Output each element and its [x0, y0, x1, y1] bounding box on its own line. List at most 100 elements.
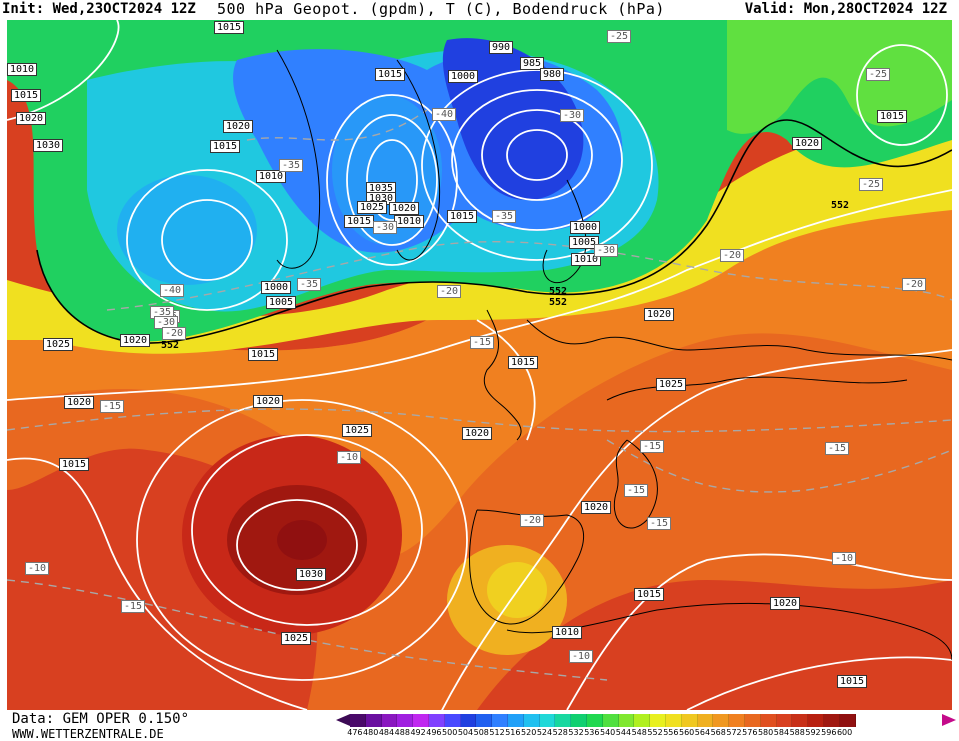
- colorbar-tick: 512: [489, 728, 505, 737]
- temp-label: -25: [607, 30, 632, 43]
- temp-label: -30: [373, 221, 398, 234]
- colorbar-tick: 532: [568, 728, 584, 737]
- colorbar-tick: 540: [600, 728, 616, 737]
- temp-label: -35: [279, 159, 304, 172]
- colorbar-tick: 596: [821, 728, 837, 737]
- colorbar-swatch: [460, 714, 477, 727]
- pressure-label: 1025: [342, 424, 373, 437]
- colorbar-swatch: [586, 714, 603, 727]
- valid-time: Valid: Mon,28OCT2024 12Z: [744, 1, 947, 17]
- temp-label: -15: [100, 400, 125, 413]
- colorbar-tick: 564: [694, 728, 711, 737]
- pressure-label: 1015: [375, 68, 406, 81]
- colorbar-tick: 520: [521, 728, 537, 737]
- pressure-label: 980: [540, 68, 565, 81]
- temp-label: -25: [866, 68, 891, 81]
- colorbar-swatch: [776, 714, 793, 727]
- pressure-label: 1015: [344, 215, 375, 228]
- colorbar-tick: 480: [363, 728, 379, 737]
- colorbar-swatch: [681, 714, 698, 727]
- pressure-label: 1015: [634, 588, 665, 601]
- colorbar-tick: 576: [742, 728, 758, 737]
- pressure-label: 1010: [394, 215, 425, 228]
- temp-label: -15: [640, 440, 665, 453]
- colorbar-swatch: [350, 714, 366, 727]
- colorbar-tick: 504: [457, 728, 474, 737]
- pressure-label: 1015: [447, 210, 478, 223]
- pressure-label: 1025: [357, 201, 388, 214]
- colorbar-tick: 552: [647, 728, 663, 737]
- colorbar-swatch: [665, 714, 682, 727]
- chart-header: Init: Wed,23OCT2024 12Z 500 hPa Geopot. …: [0, 0, 959, 20]
- colorbar-tick: 484: [378, 728, 395, 737]
- init-time: Init: Wed,23OCT2024 12Z: [2, 1, 196, 17]
- pressure-label: 1010: [571, 253, 602, 266]
- colorbar-swatches: [350, 714, 856, 727]
- pressure-label: 1015: [210, 140, 241, 153]
- colorbar-swatch: [618, 714, 635, 727]
- temp-label: -40: [160, 284, 185, 297]
- colorbar-swatch: [697, 714, 714, 727]
- pressure-label: 1000: [261, 281, 292, 294]
- pressure-label: 1020: [16, 112, 47, 125]
- site-url: WWW.WETTERZENTRALE.DE: [12, 727, 164, 741]
- pressure-label: 1020: [120, 334, 151, 347]
- pressure-label: 1025: [43, 338, 74, 351]
- geopot-label: 552: [549, 297, 568, 308]
- colorbar-swatch: [397, 714, 414, 727]
- colorbar-tick: 496: [426, 728, 442, 737]
- colorbar-swatch: [634, 714, 651, 727]
- colorbar-swatch: [476, 714, 493, 727]
- field-high-core: [277, 520, 327, 560]
- temp-label: -10: [832, 552, 857, 565]
- pressure-label: 1020: [770, 597, 801, 610]
- colorbar-swatch: [365, 714, 382, 727]
- field-low-west: [117, 175, 257, 285]
- colorbar-swatch: [539, 714, 556, 727]
- pressure-label: 1015: [11, 89, 42, 102]
- colorbar-swatch: [744, 714, 761, 727]
- colorbar: 476 480 484 488 492 496 500 504 508 512 516 520 524 5…: [336, 714, 956, 739]
- temp-label: -15: [624, 484, 649, 497]
- temp-label: -30: [560, 109, 585, 122]
- colorbar-swatch: [492, 714, 508, 727]
- data-source: Data: GEM OPER 0.150°: [12, 711, 190, 727]
- temp-label: -40: [432, 108, 457, 121]
- pressure-label: 1010: [7, 63, 38, 76]
- temp-label: -20: [902, 278, 927, 291]
- colorbar-tick: 592: [805, 728, 821, 737]
- temp-label: -20: [720, 249, 745, 262]
- temp-label: -35: [492, 210, 517, 223]
- pressure-label: 1010: [552, 626, 583, 639]
- colorbar-tick: 544: [615, 728, 632, 737]
- temp-label: -10: [337, 451, 362, 464]
- pressure-label: 1020: [223, 120, 254, 133]
- colorbar-tick: 524: [536, 728, 553, 737]
- pressure-label: 1020: [253, 395, 284, 408]
- colorbar-swatch: [523, 714, 540, 727]
- pressure-label: 1015: [214, 21, 245, 34]
- pressure-label: 985: [520, 57, 545, 70]
- colorbar-swatch: [650, 714, 666, 727]
- colorbar-swatch: [413, 714, 429, 727]
- colorbar-tick: 560: [678, 728, 695, 737]
- pressure-label: 990: [489, 41, 514, 54]
- pressure-label: 1020: [792, 137, 823, 150]
- pressure-label: 1020: [581, 501, 612, 514]
- colorbar-tick: 516: [505, 728, 521, 737]
- temp-lines: [7, 109, 952, 681]
- colorbar-swatch: [507, 714, 524, 727]
- colorbar-tick: 488: [394, 728, 410, 737]
- colorbar-tick: 548: [631, 728, 647, 737]
- colorbar-swatch: [760, 714, 777, 727]
- colorbar-swatch: [602, 714, 619, 727]
- pressure-label: 1015: [837, 675, 868, 688]
- colorbar-tick: 556: [663, 728, 679, 737]
- isobars: [7, 20, 952, 710]
- colorbar-swatch: [808, 714, 824, 727]
- colorbar-swatch: [555, 714, 572, 727]
- colorbar-tick: 568: [710, 728, 726, 737]
- colorbar-swatch: [729, 714, 745, 727]
- colorbar-tick: 476: [347, 728, 363, 737]
- pressure-label: 1020: [389, 202, 420, 215]
